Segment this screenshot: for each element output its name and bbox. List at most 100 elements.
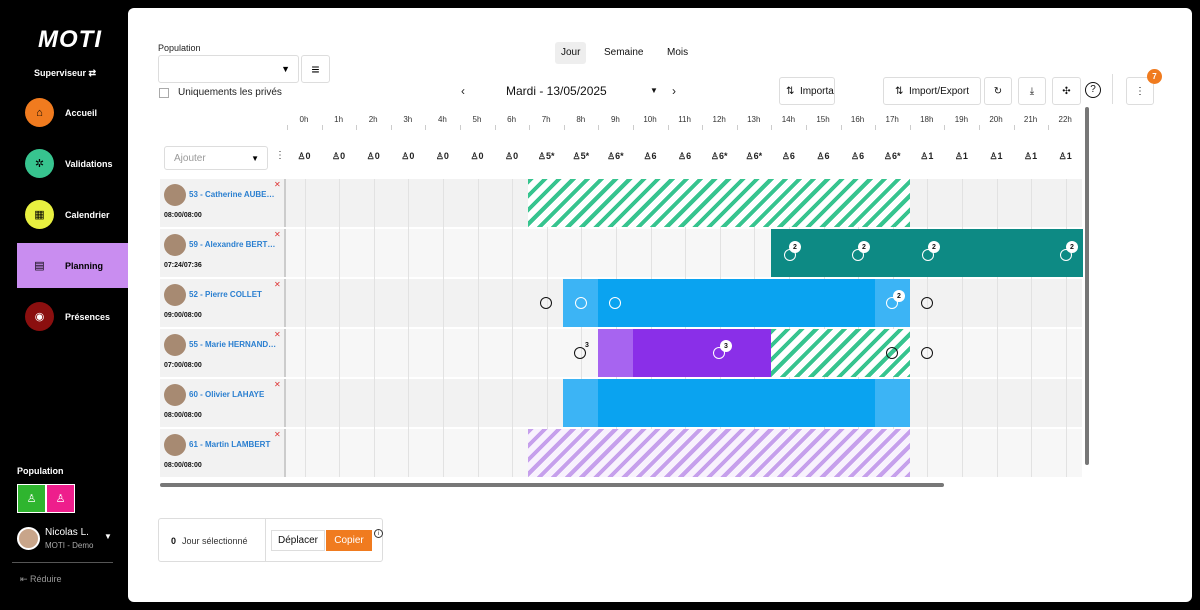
employee-time: 08:00/08:00 [164,462,202,469]
date-title[interactable]: Mardi - 13/05/2025 [506,84,607,98]
chevron-down-icon[interactable]: ▼ [104,532,112,541]
clock-icon[interactable] [886,297,898,309]
sidebar-item-validations[interactable]: ✲ Validations [17,141,128,186]
copy-button[interactable]: Copier [326,530,372,551]
info-icon[interactable]: i [374,529,383,538]
employee-name[interactable]: 52 - Pierre COLLET [189,290,262,299]
planning-icon: ▤ [25,251,54,280]
worked-shift[interactable] [633,329,771,377]
network-button[interactable]: ✣ [1052,77,1081,105]
hour-label: 2h [368,115,378,124]
employee-name[interactable]: 60 - Olivier LAHAYE [189,390,265,399]
worked-shift[interactable] [598,279,875,327]
avatar[interactable] [17,527,40,550]
population-select[interactable]: ▼ [158,55,299,83]
horizontal-scrollbar[interactable] [160,483,944,487]
grid-line [823,179,825,477]
clock-icon[interactable] [540,297,552,309]
import-button[interactable]: ⇅ Importa [779,77,835,105]
chevron-left-icon[interactable]: ‹ [461,84,465,98]
grid-line [546,179,548,477]
clock-icon[interactable] [574,347,586,359]
remove-icon[interactable]: ✕ [274,230,281,239]
sidebar-item-accueil[interactable]: ⌂ Accueil [17,90,128,135]
tab-semaine[interactable]: Semaine [604,47,644,58]
sidebar-item-presences[interactable]: ◉ Présences [17,294,128,339]
employee-row[interactable]: 53 - Catherine AUBERT 08:00/08:00 ✕ [160,179,284,227]
staff-count-value: 6* [753,151,763,161]
selection-footer: 0 Jour sélectionné Déplacer Copier i [158,518,383,562]
population-green-button[interactable]: ♙ [17,484,46,513]
staff-count: ♙1 [979,151,1013,162]
employee-name[interactable]: 59 - Alexandre BERTRAND [189,240,277,249]
more-vertical-icon[interactable]: ⋮ [275,150,285,161]
employee-time: 08:00/08:00 [164,412,202,419]
worked-shift[interactable] [598,379,875,427]
vertical-scrollbar[interactable] [1085,107,1089,465]
help-icon[interactable]: ? [1085,82,1101,98]
employee-name[interactable]: 53 - Catherine AUBERT [189,190,277,199]
staff-count: ♙0 [356,151,390,162]
menu-button[interactable]: ≡ [301,55,330,83]
employee-row[interactable]: 59 - Alexandre BERTRAND 07:24/07:36 ✕ [160,229,284,277]
employee-row[interactable]: 61 - Martin LAMBERT 08:00/08:00 ✕ [160,429,284,477]
remove-icon[interactable]: ✕ [274,280,281,289]
population-pink-button[interactable]: ♙ [46,484,75,513]
user-icon: ♙ [470,151,479,161]
avatar [164,384,186,406]
user-icon: ♙ [537,151,546,161]
user-icon: ♙ [816,151,825,161]
import-export-button[interactable]: ⇅ Import/Export [883,77,981,105]
staff-count: ♙6* [598,151,632,162]
sidebar-item-calendrier[interactable]: ▦ Calendrier [17,192,128,237]
role-switcher[interactable]: Superviseur ⇄ [34,68,96,79]
user-icon: ♙ [26,493,37,505]
planned-shift[interactable] [528,179,910,227]
clock-icon[interactable] [609,297,621,309]
grid-line [962,179,963,477]
clock-icon[interactable] [921,297,933,309]
employee-name[interactable]: 61 - Martin LAMBERT [189,440,271,449]
hour-tick [909,125,911,130]
clock-icon[interactable] [713,347,725,359]
absence-shift[interactable] [528,429,910,477]
staff-count-value: 0 [478,151,484,161]
chevron-right-icon[interactable]: › [672,84,676,98]
caret-down-icon[interactable]: ▼ [650,86,658,95]
employee-row[interactable]: 55 - Marie HERNANDEZ 07:00/08:00 ✕ [160,329,284,377]
remove-icon[interactable]: ✕ [274,330,281,339]
employee-row[interactable]: 52 - Pierre COLLET 09:00/08:00 ✕ [160,279,284,327]
reduce-button[interactable]: ⇤ Réduire [20,574,62,584]
sidebar-item-planning[interactable]: ▤ Planning [17,243,128,288]
remove-icon[interactable]: ✕ [274,430,281,439]
refresh-button[interactable]: ↻ [984,77,1012,105]
employee-row[interactable]: 60 - Olivier LAHAYE 08:00/08:00 ✕ [160,379,284,427]
hour-tick [494,125,496,130]
hour-tick [287,125,288,130]
clock-icon[interactable] [886,347,898,359]
hour-label: 0h [299,115,309,124]
worked-shift[interactable] [875,379,910,427]
grid-line [650,179,652,477]
staff-count: ♙1 [1014,151,1048,162]
clock-icon[interactable] [921,347,933,359]
hour-tick [840,125,842,130]
private-only-checkbox[interactable] [159,88,169,98]
clock-icon[interactable] [575,297,587,309]
tab-jour[interactable]: Jour [555,42,587,64]
add-select[interactable]: Ajouter ▼ [164,146,268,170]
remove-icon[interactable]: ✕ [274,380,281,389]
tab-mois[interactable]: Mois [667,47,689,58]
worked-shift[interactable] [598,329,633,377]
staff-count-value: 6 [686,151,692,161]
staff-count: ♙5* [564,151,598,162]
worked-shift[interactable] [563,379,598,427]
staff-count-value: 0 [443,151,449,161]
download-button[interactable]: ⤓ [1018,77,1046,105]
employee-time: 07:24/07:36 [164,262,202,269]
staff-count: ♙6 [841,151,875,162]
remove-icon[interactable]: ✕ [274,180,281,189]
move-button[interactable]: Déplacer [271,530,325,551]
employee-name[interactable]: 55 - Marie HERNANDEZ [189,340,277,349]
hour-label: 6h [507,115,517,124]
